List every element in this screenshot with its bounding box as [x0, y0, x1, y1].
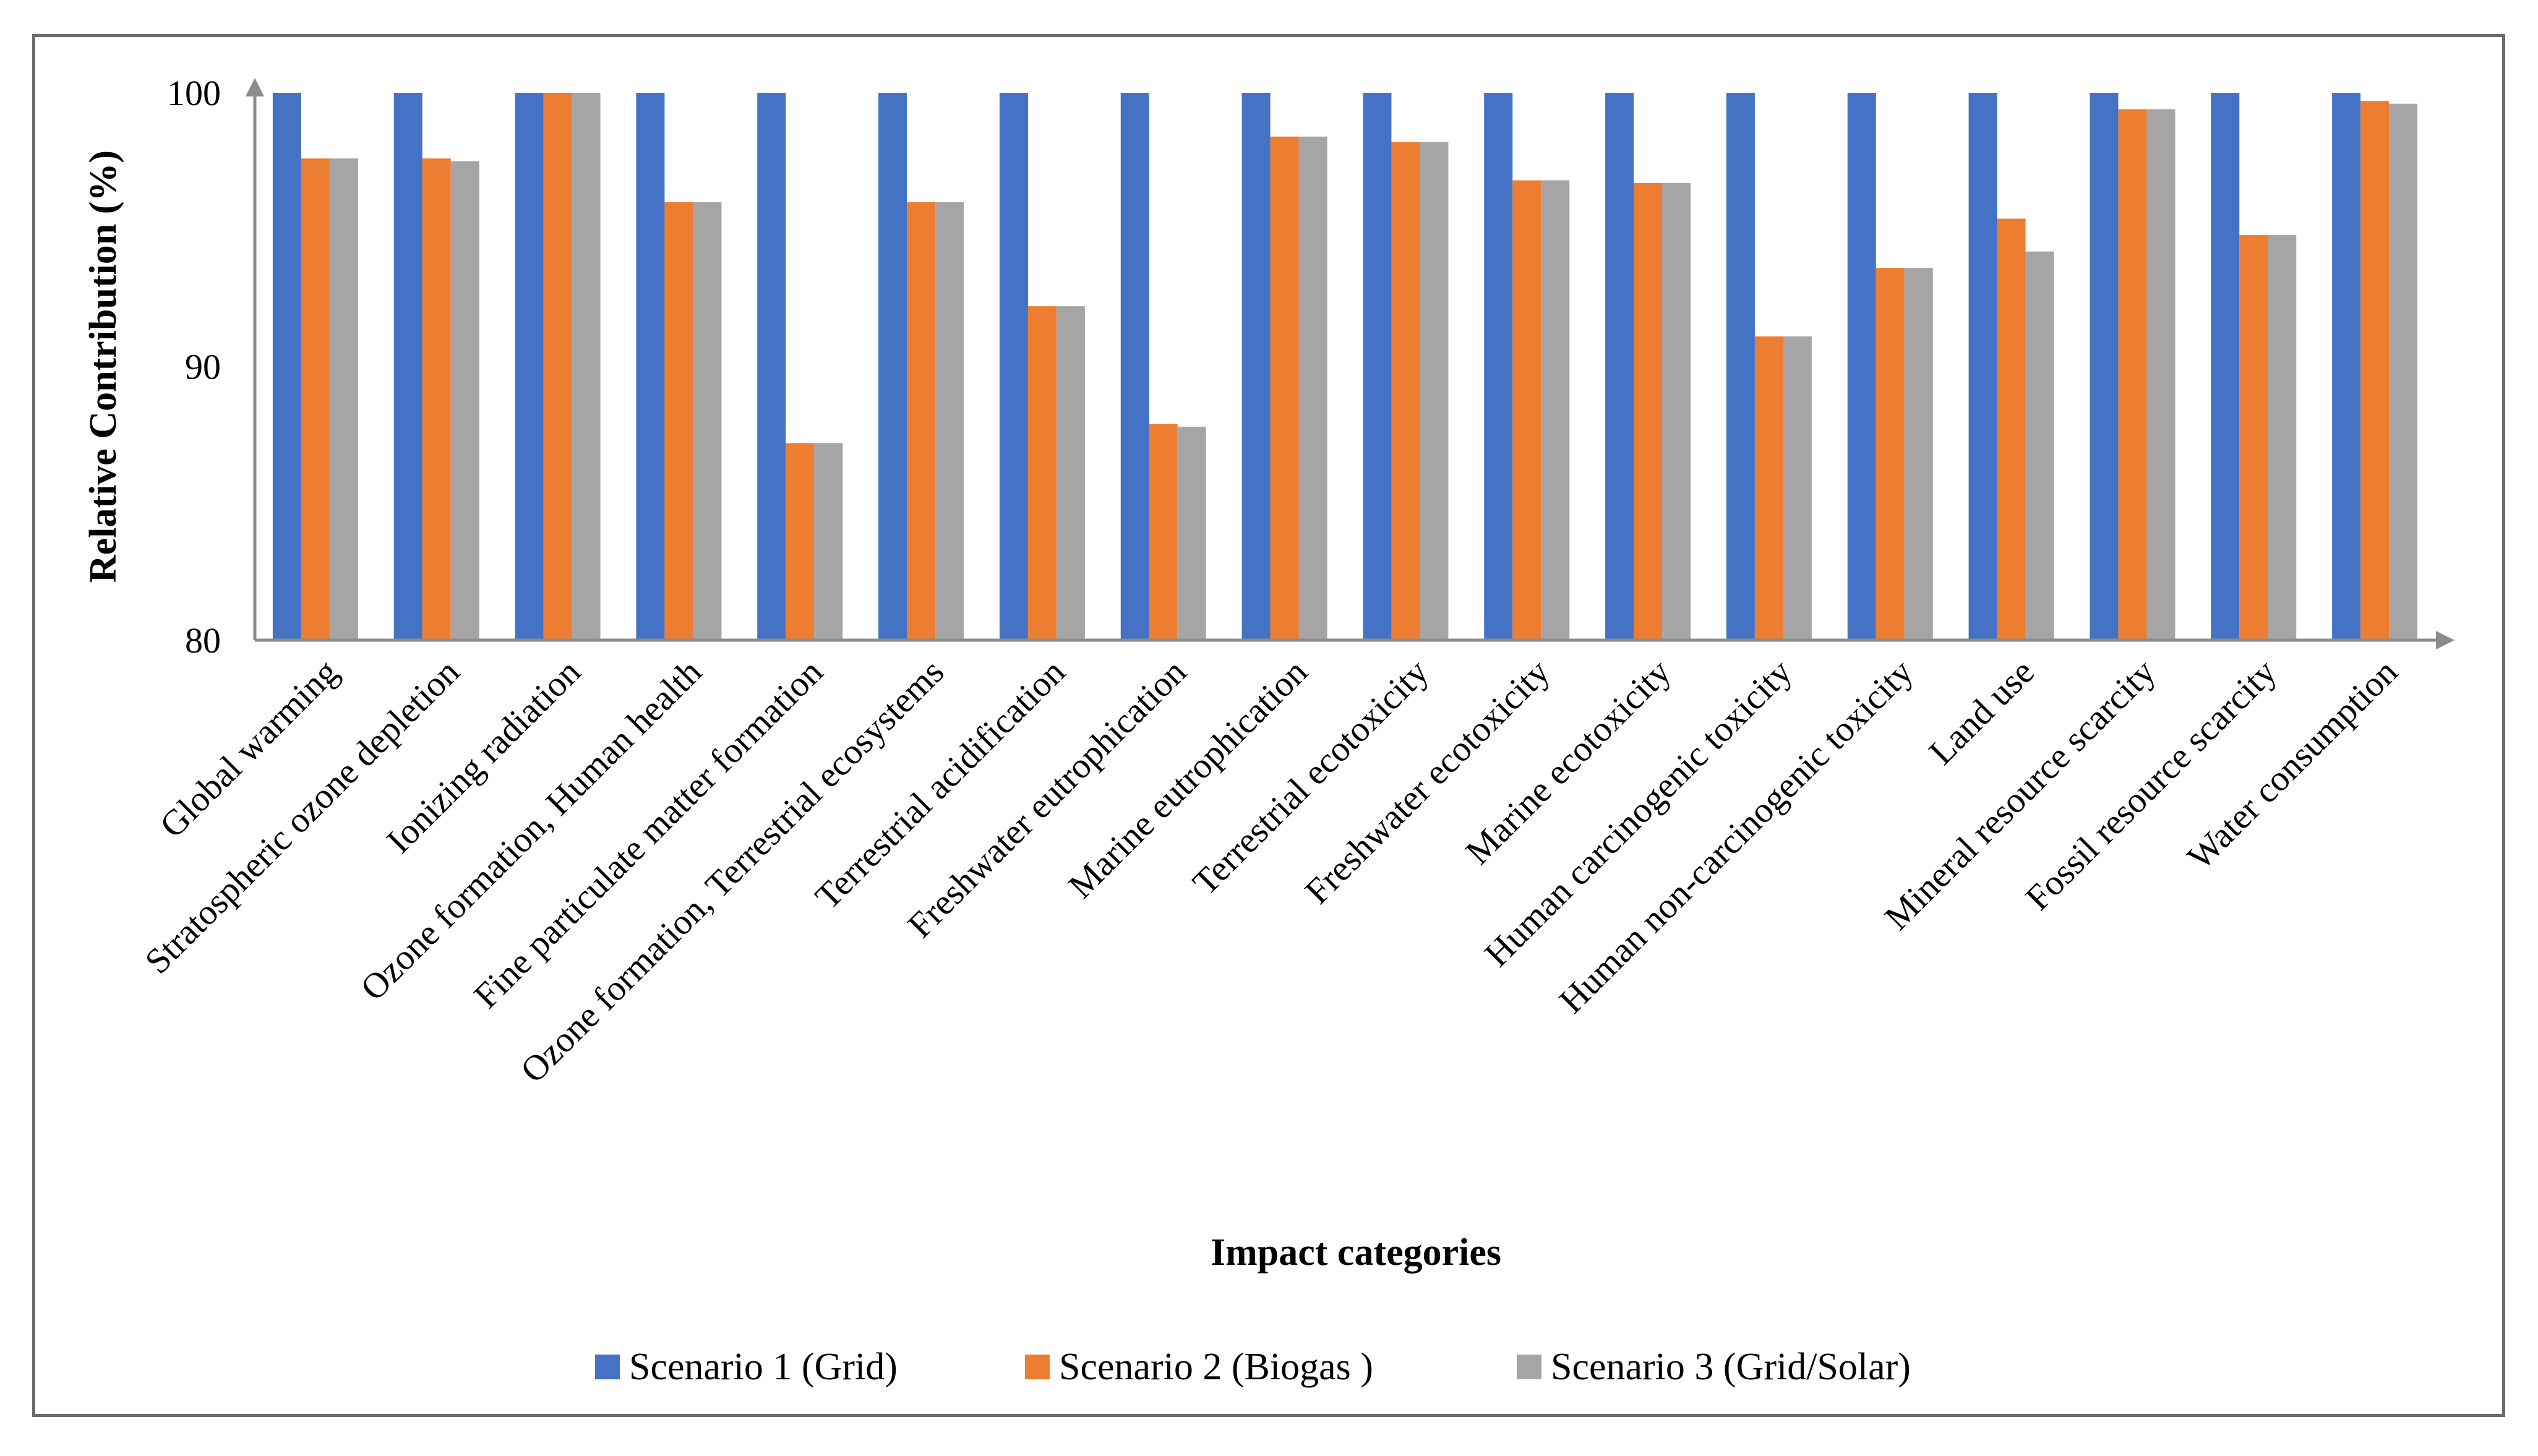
bar-series1-cat7 — [999, 93, 1028, 640]
y-tick-labels: 80 90 100 — [167, 73, 221, 661]
bar-series1-cat5 — [757, 93, 786, 640]
bar-series2-cat18 — [2360, 101, 2390, 640]
bar-series1-cat15 — [1968, 93, 1997, 640]
bar-series3-cat6 — [935, 202, 964, 640]
x-category-label: Freshwater ecotoxicity — [1297, 651, 1558, 912]
bar-series1-cat4 — [636, 93, 665, 640]
bar-series2-cat3 — [543, 93, 572, 640]
bar-series3-cat12 — [1662, 183, 1691, 640]
bar-series2-cat13 — [1754, 336, 1783, 640]
bar-series3-cat9 — [1298, 136, 1327, 641]
bar-series3-cat3 — [572, 93, 601, 640]
legend-swatch-series1 — [595, 1355, 620, 1379]
bar-series3-cat8 — [1177, 426, 1206, 640]
bar-series1-cat17 — [2211, 93, 2240, 640]
axes-layer — [246, 78, 2454, 649]
y-tick-label: 80 — [185, 620, 221, 661]
bars-layer — [272, 93, 2418, 641]
x-category-label: Marine ecotoxicity — [1457, 651, 1678, 872]
bar-series1-cat9 — [1241, 93, 1271, 640]
bar-series1-cat13 — [1726, 93, 1755, 640]
bar-series3-cat7 — [1056, 306, 1085, 640]
bar-series1-cat10 — [1363, 93, 1392, 640]
bar-series2-cat4 — [664, 202, 693, 640]
bar-series2-cat7 — [1027, 306, 1057, 640]
chart-frame: 80 90 100 Global warming Stratospheric ozon… — [32, 34, 2505, 1417]
bar-series2-cat9 — [1270, 136, 1299, 641]
bar-series1-cat12 — [1605, 93, 1634, 640]
bar-series1-cat8 — [1120, 93, 1149, 640]
bar-series3-cat16 — [2146, 109, 2176, 641]
bar-series2-cat17 — [2239, 235, 2268, 641]
x-category-label: Ozone formation, Terrestrial ecosystems — [513, 651, 952, 1090]
bar-series2-cat14 — [1876, 268, 1905, 640]
legend-swatch-series2 — [1025, 1355, 1050, 1379]
bar-series2-cat8 — [1149, 424, 1178, 640]
bar-series1-cat2 — [393, 93, 422, 640]
bar-series1-cat6 — [878, 93, 907, 640]
bar-series3-cat11 — [1541, 180, 1570, 641]
bar-series3-cat4 — [693, 202, 722, 640]
bar-series2-cat11 — [1512, 180, 1541, 641]
bar-series2-cat6 — [907, 202, 936, 640]
bar-series3-cat14 — [1904, 268, 1933, 640]
legend-label-series2: Scenario 2 (Biogas ) — [1059, 1346, 1373, 1388]
x-axis-title: Impact categories — [1211, 1231, 1501, 1274]
legend-label-series1: Scenario 1 (Grid) — [629, 1346, 898, 1388]
x-category-label: Land use — [1921, 651, 2042, 772]
bar-series3-cat2 — [450, 161, 479, 640]
legend: Scenario 1 (Grid) Scenario 2 (Biogas ) Sce… — [595, 1346, 1911, 1388]
x-category-label: Water consumption — [2179, 651, 2405, 877]
bar-series2-cat16 — [2118, 109, 2147, 641]
bar-series3-cat5 — [814, 443, 843, 640]
bar-series1-cat11 — [1484, 93, 1513, 640]
x-category-label: Terrestrial ecotoxicity — [1185, 651, 1436, 902]
bar-series2-cat2 — [422, 158, 451, 640]
bar-series1-cat1 — [272, 93, 301, 640]
bar-series3-cat10 — [1420, 142, 1449, 640]
bar-series1-cat14 — [1847, 93, 1876, 640]
bar-series3-cat18 — [2389, 103, 2418, 640]
bar-series2-cat15 — [1997, 218, 2026, 640]
bar-series2-cat5 — [786, 443, 815, 640]
bar-series1-cat3 — [515, 93, 544, 640]
x-category-label: Marine eutrophication — [1060, 651, 1315, 906]
bar-series2-cat12 — [1634, 183, 1663, 640]
bar-series3-cat15 — [2025, 251, 2054, 640]
bar-series1-cat16 — [2090, 93, 2119, 640]
y-tick-label: 100 — [167, 73, 221, 113]
bar-series1-cat18 — [2332, 93, 2361, 640]
bar-series3-cat17 — [2268, 235, 2297, 641]
y-tick-label: 90 — [185, 347, 221, 387]
legend-label-series3: Scenario 3 (Grid/Solar) — [1551, 1346, 1911, 1388]
bar-series3-cat13 — [1783, 336, 1812, 640]
legend-swatch-series3 — [1517, 1355, 1541, 1379]
y-axis-title: Relative Contribution (%) — [82, 150, 124, 583]
bar-series2-cat1 — [301, 158, 330, 640]
bar-series2-cat10 — [1391, 142, 1420, 640]
bar-series3-cat1 — [329, 158, 358, 640]
